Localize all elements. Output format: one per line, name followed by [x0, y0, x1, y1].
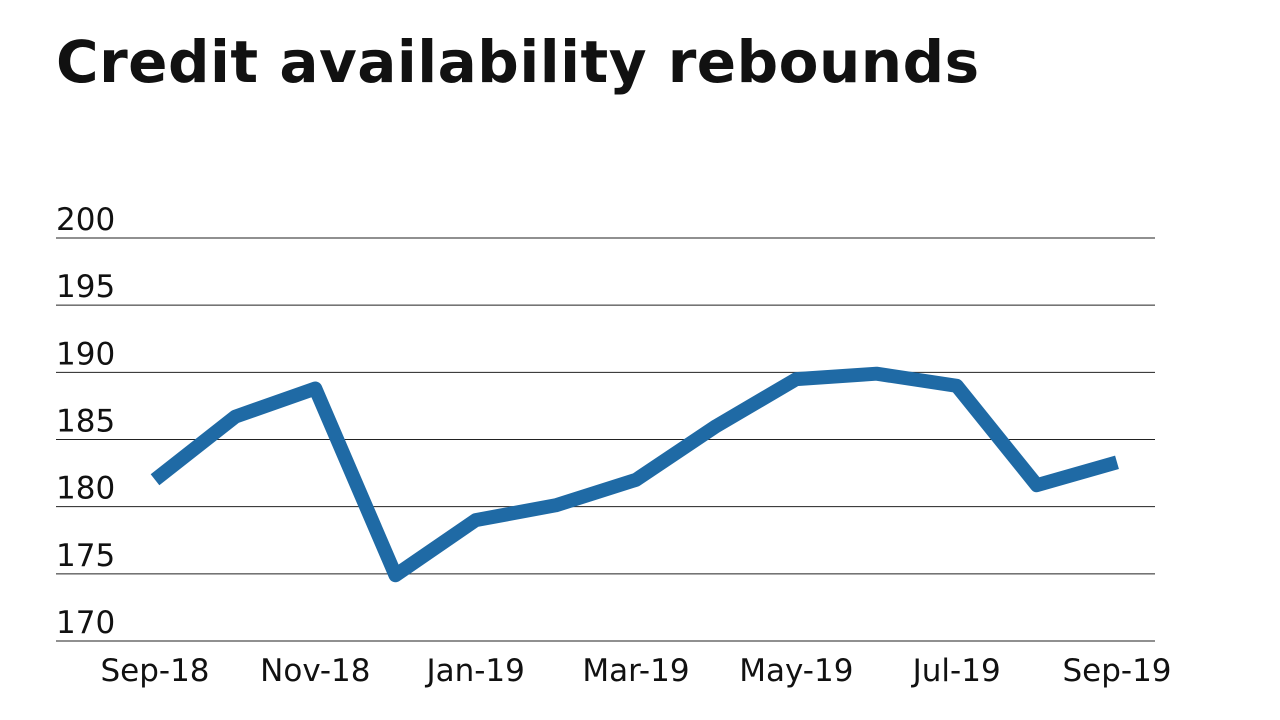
y-tick-label: 170	[56, 605, 115, 641]
y-tick-label: 185	[56, 404, 115, 440]
chart-title: Credit availability rebounds	[56, 28, 980, 96]
y-tick-label: 180	[56, 471, 115, 507]
x-tick-label: Sep-18	[100, 653, 209, 689]
x-tick-label: Jul-19	[911, 653, 1001, 689]
x-tick-label: May-19	[739, 653, 853, 689]
x-tick-label: Nov-18	[260, 653, 370, 689]
y-tick-label: 195	[56, 269, 115, 305]
x-tick-label: Mar-19	[582, 653, 689, 689]
y-tick-label: 190	[56, 336, 115, 372]
series-line-0	[150, 366, 1119, 583]
y-tick-label: 175	[56, 538, 115, 574]
x-tick-label: Jan-19	[424, 653, 524, 689]
y-tick-label: 200	[56, 202, 115, 238]
x-tick-label: Sep-19	[1062, 653, 1171, 689]
